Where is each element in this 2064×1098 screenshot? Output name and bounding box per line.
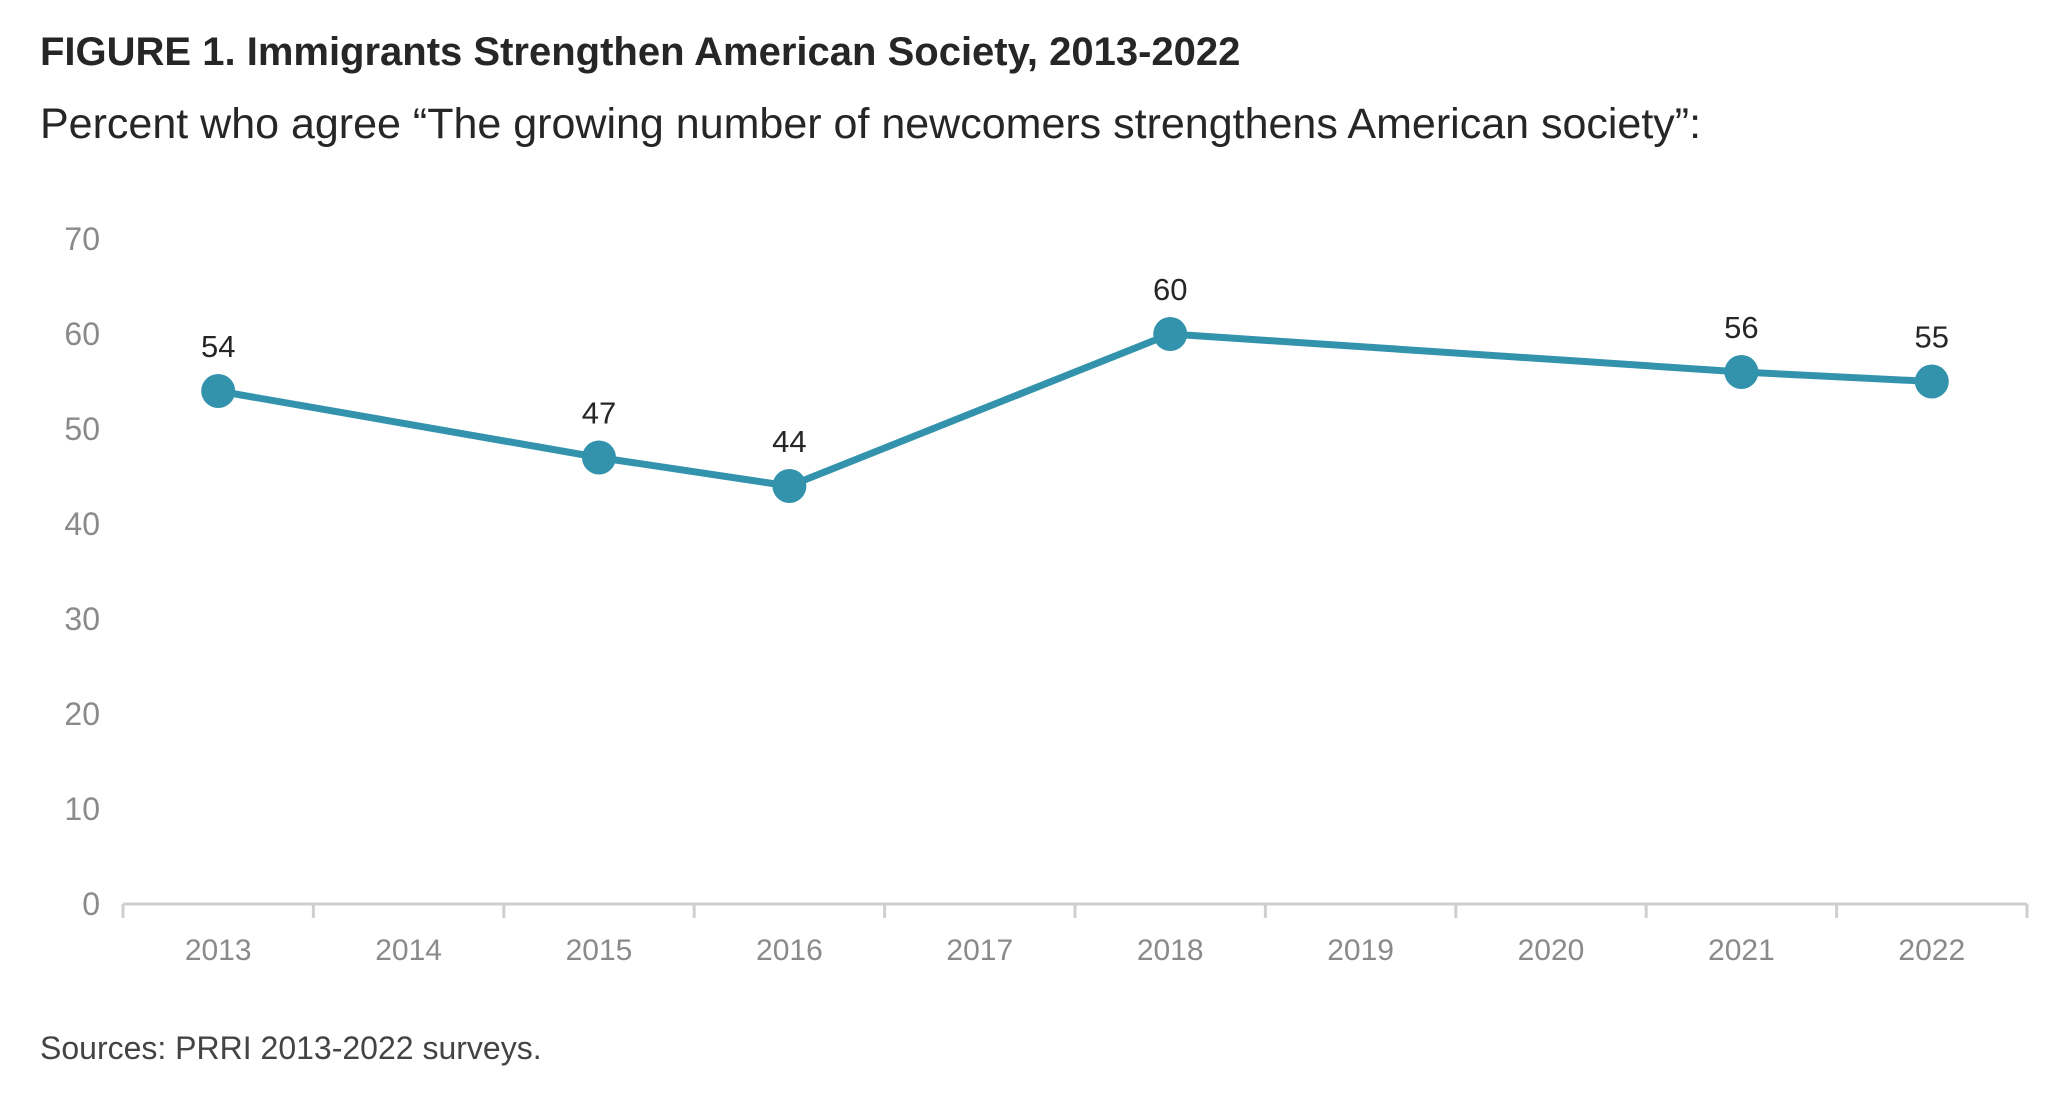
- chart-subtitle: Percent who agree “The growing number of…: [40, 100, 1702, 148]
- data-label: 60: [1153, 272, 1187, 307]
- series-layer: 54 47 44 60 56 55: [201, 272, 1949, 503]
- y-tick-label: 60: [64, 316, 100, 352]
- data-label: 47: [582, 396, 616, 431]
- x-tick-label: 2016: [756, 934, 823, 967]
- data-point[interactable]: [201, 374, 236, 408]
- y-tick-label: 40: [64, 506, 100, 542]
- y-tick-label: 30: [64, 601, 100, 637]
- data-point[interactable]: [1153, 317, 1188, 351]
- data-label: 56: [1724, 310, 1758, 345]
- data-label: 44: [772, 424, 806, 459]
- data-point[interactable]: [1724, 355, 1759, 389]
- data-point[interactable]: [582, 440, 616, 475]
- x-tick-label: 2015: [566, 934, 633, 967]
- y-tick-label: 0: [82, 886, 100, 922]
- data-label: 54: [201, 329, 235, 364]
- x-tick-label: 2019: [1327, 934, 1394, 967]
- data-label: 55: [1915, 320, 1949, 355]
- y-tick-label: 20: [64, 696, 100, 732]
- x-tick-label: 2018: [1137, 934, 1204, 967]
- x-axis: 2013 2014 2015 2016 2017 2018 2019 2020 2021 2022: [121, 902, 2029, 967]
- chart-title: FIGURE 1. Immigrants Strengthen American…: [40, 30, 1241, 74]
- y-tick-label: 50: [64, 411, 100, 447]
- x-tick-label: 2020: [1518, 934, 1585, 967]
- y-tick-label: 70: [64, 221, 100, 257]
- y-axis-ticks: 0 10 20 30 40 50 60 70: [64, 221, 100, 922]
- x-tick-label: 2014: [375, 934, 442, 967]
- x-tick-label: 2021: [1708, 934, 1775, 967]
- y-tick-label: 10: [64, 791, 100, 827]
- x-tick-label: 2022: [1898, 934, 1965, 967]
- series-line: [214, 330, 1936, 490]
- x-tick-label: 2017: [946, 934, 1013, 967]
- x-tick-label: 2013: [185, 934, 252, 967]
- source-note: Sources: PRRI 2013-2022 surveys.: [40, 1030, 542, 1066]
- data-point[interactable]: [772, 469, 807, 503]
- data-point[interactable]: [1914, 364, 1949, 399]
